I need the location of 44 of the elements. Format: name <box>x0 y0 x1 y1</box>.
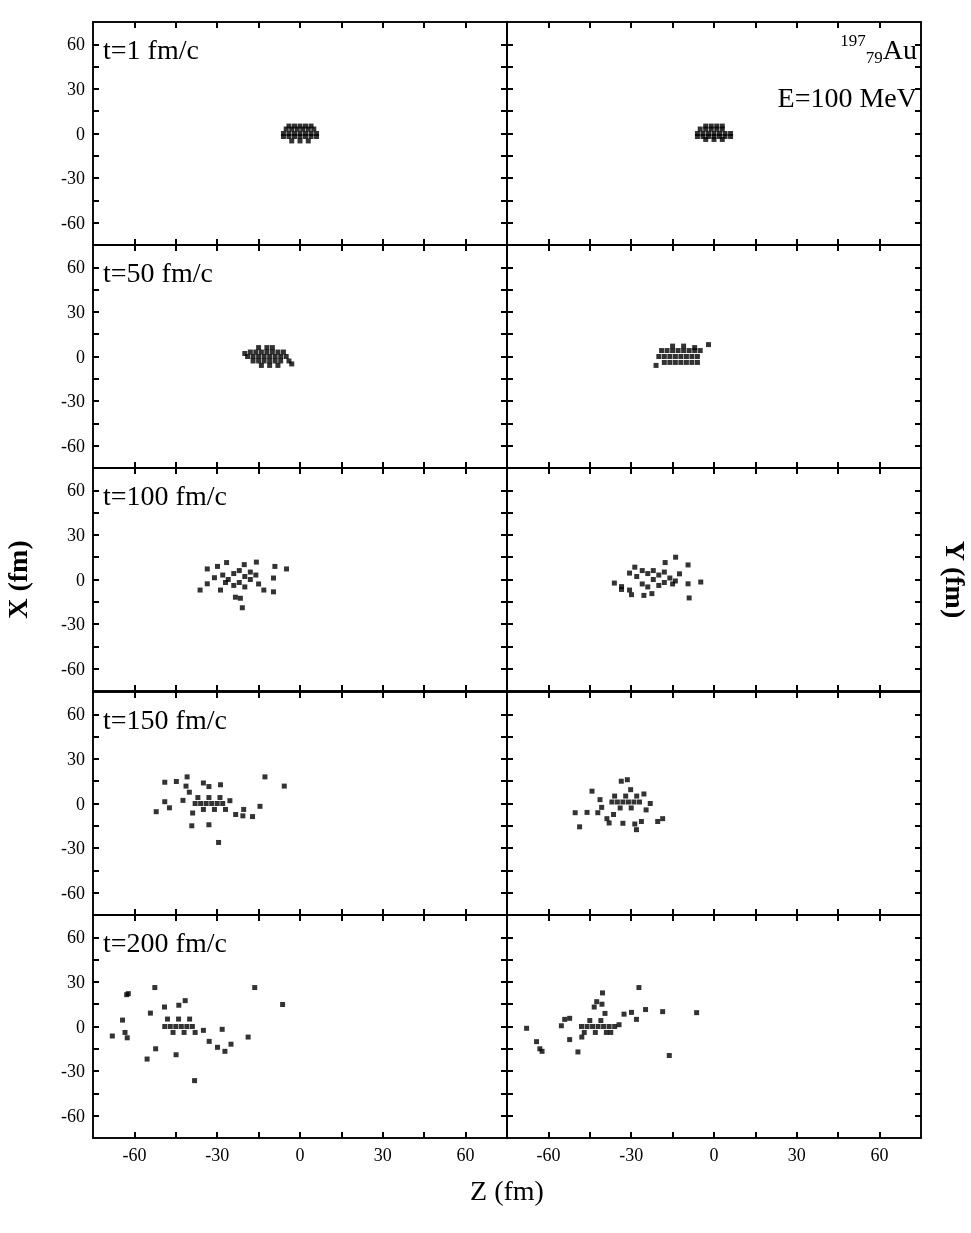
x-tick-label: -60 <box>536 1144 561 1165</box>
y-tick-label: -60 <box>61 659 85 680</box>
x-axis-title: Z (fm) <box>470 1174 544 1206</box>
y-tick-label: 0 <box>76 346 85 367</box>
y-tick-label: 30 <box>67 525 85 546</box>
x-tick-label: -60 <box>122 1144 147 1165</box>
y-tick-label: 60 <box>67 927 85 948</box>
y-tick-label: 0 <box>76 569 85 590</box>
annotation: t=200 fm/c <box>103 926 227 958</box>
y-tick-label: 30 <box>67 748 85 769</box>
y-tick-label: -60 <box>61 212 85 233</box>
y-axis-title: X (fm) <box>1 540 33 620</box>
x-tick-label: -30 <box>205 1144 230 1165</box>
y-tick-label: -30 <box>61 837 85 858</box>
annotation: t=1 fm/c <box>103 33 199 65</box>
x-tick-label: 60 <box>870 1144 889 1165</box>
y-tick-label: 30 <box>67 302 85 323</box>
y-tick-label: 60 <box>67 703 85 724</box>
y-tick-label: -30 <box>61 1060 85 1081</box>
annotation: E=100 MeV <box>777 81 918 113</box>
y-tick-label: 60 <box>67 480 85 501</box>
y-tick-label: -60 <box>61 882 85 903</box>
y-tick-label: 0 <box>76 1016 85 1037</box>
x-tick-label: 0 <box>295 1144 305 1165</box>
x-tick-label: 60 <box>456 1144 475 1165</box>
annotation: t=50 fm/c <box>103 256 213 288</box>
y-tick-label: 0 <box>76 123 85 144</box>
x-tick-label: 30 <box>373 1144 392 1165</box>
x-tick-label: -30 <box>619 1144 644 1165</box>
annotation: t=150 fm/c <box>103 703 227 735</box>
y-tick-label: 30 <box>67 78 85 99</box>
y-tick-label: -60 <box>61 435 85 456</box>
annotation: t=100 fm/c <box>103 479 227 511</box>
y-tick-label: -30 <box>61 614 85 635</box>
y-tick-label: 0 <box>76 793 85 814</box>
x-tick-label: 30 <box>787 1144 806 1165</box>
y-axis-title: Y (fm) <box>939 541 971 619</box>
y-tick-label: -30 <box>61 168 85 189</box>
y-tick-label: 60 <box>67 34 85 55</box>
x-tick-label: 0 <box>709 1144 719 1165</box>
y-tick-label: -30 <box>61 391 85 412</box>
y-tick-label: -60 <box>61 1105 85 1126</box>
y-tick-label: 60 <box>67 257 85 278</box>
y-tick-label: 30 <box>67 971 85 992</box>
